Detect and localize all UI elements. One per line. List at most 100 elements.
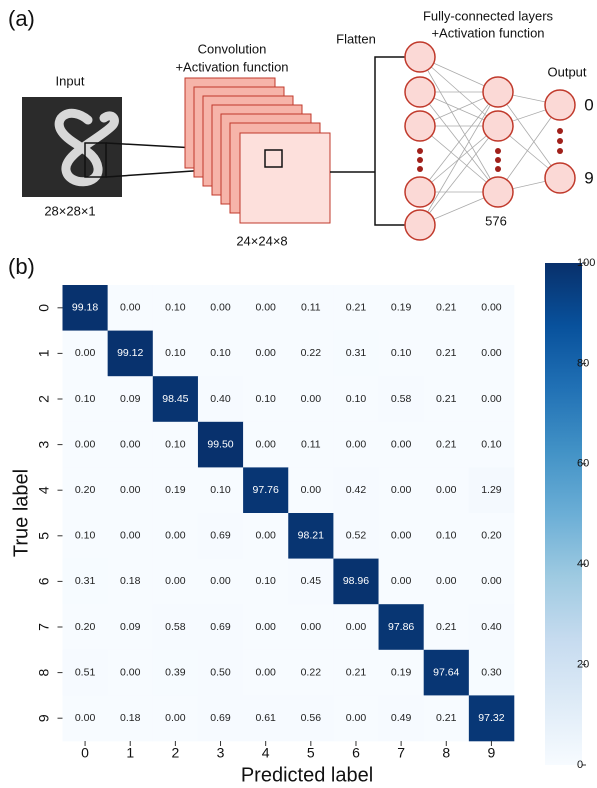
cell-label: 0.00 bbox=[481, 393, 502, 405]
cell-label: 0.10 bbox=[346, 393, 367, 405]
cell-label: 0.50 bbox=[210, 666, 231, 678]
y-tick-label: 0 bbox=[36, 304, 52, 312]
cell-label: 0.00 bbox=[120, 438, 141, 450]
conv-label: +Activation function bbox=[175, 59, 288, 74]
output-class: 0 bbox=[584, 95, 593, 114]
cell-label: 0.00 bbox=[255, 530, 276, 542]
colorbar bbox=[545, 263, 582, 765]
cell-label: 0.19 bbox=[391, 302, 412, 314]
cell-label: 0.10 bbox=[210, 484, 231, 496]
cell-label: 0.18 bbox=[120, 712, 141, 724]
cell-label: 0.10 bbox=[75, 530, 96, 542]
input-label: Input bbox=[56, 73, 85, 88]
cell-label: 0.69 bbox=[210, 621, 231, 633]
cell-label: 0.00 bbox=[255, 347, 276, 359]
input-size: 28×28×1 bbox=[44, 203, 95, 218]
y-tick-label: 1 bbox=[36, 349, 52, 357]
cell-label: 99.50 bbox=[207, 438, 233, 450]
x-tick-label: 0 bbox=[81, 745, 89, 761]
x-tick-label: 7 bbox=[397, 745, 405, 761]
cell-label: 97.32 bbox=[478, 712, 504, 724]
cell-label: 98.21 bbox=[298, 530, 324, 542]
cell-label: 0.00 bbox=[255, 621, 276, 633]
cell-label: 98.96 bbox=[343, 575, 369, 587]
x-tick-label: 1 bbox=[126, 745, 134, 761]
cell-label: 99.18 bbox=[72, 302, 98, 314]
cell-label: 97.64 bbox=[433, 666, 459, 678]
cell-label: 0.00 bbox=[346, 712, 367, 724]
flatten-label: Flatten bbox=[336, 31, 376, 46]
panel-label: (b) bbox=[8, 254, 35, 279]
x-tick-label: 3 bbox=[217, 745, 225, 761]
cell-label: 0.00 bbox=[120, 484, 141, 496]
colorbar-tick-label: 20 bbox=[577, 659, 589, 671]
cell-label: 0.00 bbox=[346, 621, 367, 633]
cell-label: 0.10 bbox=[165, 438, 186, 450]
cell-label: 0.10 bbox=[165, 347, 186, 359]
output-label: Output bbox=[547, 64, 586, 79]
cell-label: 0.00 bbox=[165, 712, 186, 724]
cell-label: 0.00 bbox=[481, 347, 502, 359]
cell-label: 0.61 bbox=[255, 712, 276, 724]
cell-label: 0.21 bbox=[346, 302, 367, 314]
cell-label: 0.09 bbox=[120, 393, 141, 405]
cell-label: 0.58 bbox=[391, 393, 412, 405]
y-tick-label: 5 bbox=[36, 532, 52, 540]
y-axis-label: True label bbox=[10, 469, 32, 557]
flatten-bracket bbox=[330, 57, 405, 225]
cell-label: 0.10 bbox=[436, 530, 457, 542]
cell-label: 0.18 bbox=[120, 575, 141, 587]
cell-label: 0.00 bbox=[481, 575, 502, 587]
cell-label: 0.31 bbox=[346, 347, 367, 359]
cell-label: 0.10 bbox=[255, 393, 276, 405]
figure: (a) Input 28×28×1 Convolution +Activatio… bbox=[0, 0, 597, 788]
x-tick-label: 5 bbox=[307, 745, 315, 761]
x-tick-label: 4 bbox=[262, 745, 270, 761]
cell-label: 0.00 bbox=[301, 621, 322, 633]
cell-label: 0.00 bbox=[75, 347, 96, 359]
cell-label: 0.58 bbox=[165, 621, 186, 633]
cell-label: 0.10 bbox=[391, 347, 412, 359]
colorbar-tick-label: 80 bbox=[577, 357, 589, 369]
y-tick-label: 7 bbox=[36, 623, 52, 631]
cell-label: 0.00 bbox=[391, 575, 412, 587]
output-class: 9 bbox=[584, 168, 593, 187]
cell-label: 0.00 bbox=[391, 438, 412, 450]
cell-label: 0.00 bbox=[75, 712, 96, 724]
cell-label: 0.40 bbox=[481, 621, 502, 633]
conv-label: Convolution bbox=[198, 41, 267, 56]
cell-label: 0.45 bbox=[301, 575, 322, 587]
cell-label: 0.00 bbox=[301, 484, 322, 496]
cell-label: 0.00 bbox=[301, 393, 322, 405]
colorbar-tick-label: 100 bbox=[577, 257, 595, 269]
cell-label: 0.00 bbox=[255, 666, 276, 678]
cell-label: 0.00 bbox=[255, 302, 276, 314]
cell-label: 97.86 bbox=[388, 621, 414, 633]
cell-label: 0.00 bbox=[75, 438, 96, 450]
cell-label: 0.49 bbox=[391, 712, 412, 724]
cell-label: 0.21 bbox=[346, 666, 367, 678]
cell-label: 0.30 bbox=[481, 666, 502, 678]
cell-label: 0.10 bbox=[75, 393, 96, 405]
cell-label: 0.10 bbox=[255, 575, 276, 587]
cell-label: 0.00 bbox=[120, 530, 141, 542]
cell-label: 0.00 bbox=[391, 530, 412, 542]
cell-label: 0.00 bbox=[120, 666, 141, 678]
x-tick-label: 6 bbox=[352, 745, 360, 761]
cell-label: 0.00 bbox=[481, 302, 502, 314]
panel-label: (a) bbox=[8, 6, 35, 31]
cell-label: 0.20 bbox=[481, 530, 502, 542]
cell-label: 0.21 bbox=[436, 438, 457, 450]
cell-label: 0.00 bbox=[391, 484, 412, 496]
cell-label: 0.21 bbox=[436, 393, 457, 405]
y-tick-label: 6 bbox=[36, 577, 52, 585]
cell-label: 1.29 bbox=[481, 484, 502, 496]
cell-label: 0.11 bbox=[301, 438, 321, 450]
cell-label: 0.00 bbox=[165, 530, 186, 542]
cell-label: 0.42 bbox=[346, 484, 367, 496]
colorbar-tick-label: 40 bbox=[577, 558, 589, 570]
y-tick-label: 9 bbox=[36, 714, 52, 722]
cell-label: 0.00 bbox=[165, 575, 186, 587]
cell-label: 0.00 bbox=[436, 484, 457, 496]
y-tick-label: 8 bbox=[36, 668, 52, 676]
